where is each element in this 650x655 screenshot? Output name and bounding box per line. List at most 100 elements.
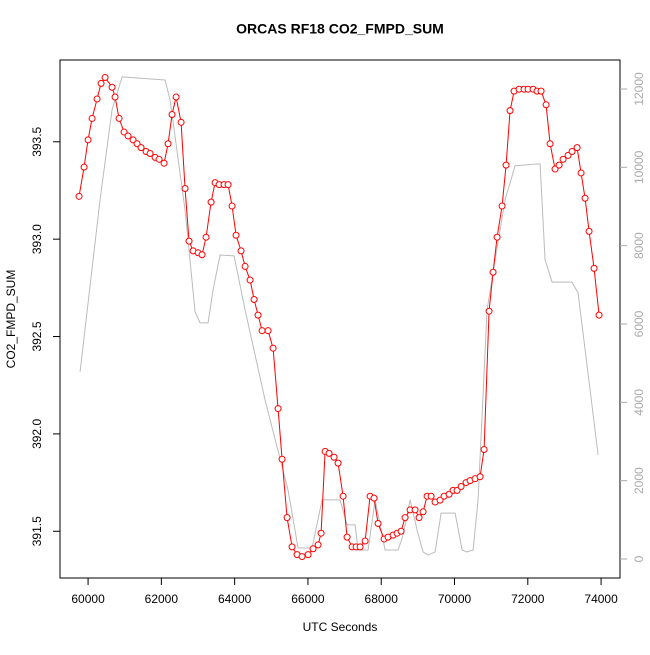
y2-tick-label: 10000 — [632, 150, 646, 184]
point — [317, 529, 325, 537]
point — [202, 233, 210, 241]
point — [370, 494, 378, 502]
point — [493, 233, 501, 241]
point — [274, 405, 282, 413]
x-tick-label: 70000 — [438, 592, 472, 606]
point — [168, 111, 176, 119]
point — [101, 74, 109, 82]
y2-tick-label: 12000 — [632, 72, 646, 106]
point — [498, 202, 506, 210]
point — [185, 237, 193, 245]
point — [237, 247, 245, 255]
point — [330, 453, 338, 461]
point — [577, 169, 585, 177]
point — [489, 268, 497, 276]
point — [314, 541, 322, 549]
point — [361, 537, 369, 545]
point — [568, 148, 576, 156]
y2-tick-label: 0 — [632, 555, 646, 562]
point — [108, 83, 116, 91]
chart-title: ORCAS RF18 CO2_FMPD_SUM — [236, 21, 444, 37]
point — [146, 149, 154, 157]
point — [397, 527, 405, 535]
point — [427, 492, 435, 500]
point — [288, 543, 296, 551]
y2-tick-label: 2000 — [632, 467, 646, 494]
point — [502, 161, 510, 169]
point — [419, 508, 427, 516]
point — [555, 161, 563, 169]
point — [339, 492, 347, 500]
x-tick-label: 66000 — [291, 592, 325, 606]
point — [172, 93, 180, 101]
point — [181, 185, 189, 193]
point — [137, 144, 145, 152]
point — [155, 155, 163, 163]
point — [124, 132, 132, 140]
x-tick-label: 62000 — [145, 592, 179, 606]
point — [573, 144, 581, 152]
point — [283, 514, 291, 522]
x-tick-label: 60000 — [71, 592, 105, 606]
point — [401, 514, 409, 522]
point — [111, 93, 119, 101]
point — [546, 140, 554, 148]
point — [115, 114, 123, 122]
y-tick-label: 391.5 — [30, 516, 44, 546]
point — [590, 264, 598, 272]
x-tick-label: 72000 — [511, 592, 545, 606]
point — [304, 551, 312, 559]
series-line — [78, 76, 600, 558]
point — [585, 227, 593, 235]
point — [476, 473, 484, 481]
y2-tick-label: 4000 — [632, 389, 646, 416]
point — [264, 327, 272, 335]
point — [254, 311, 262, 319]
y2-tick-label: 6000 — [632, 310, 646, 337]
point — [411, 506, 419, 514]
x-axis-label: UTC Seconds — [303, 620, 378, 634]
point — [88, 114, 96, 122]
point — [177, 118, 185, 126]
x-tick-label: 64000 — [218, 592, 252, 606]
point — [298, 553, 306, 561]
point — [250, 296, 258, 304]
point — [80, 163, 88, 171]
point — [207, 198, 215, 206]
point — [334, 459, 342, 467]
point — [278, 455, 286, 463]
y-tick-label: 393.5 — [30, 126, 44, 156]
y2-tick-label: 8000 — [632, 232, 646, 259]
point — [374, 519, 382, 527]
point — [75, 192, 83, 200]
point — [258, 327, 266, 335]
y-tick-label: 393.0 — [30, 224, 44, 254]
point — [97, 79, 105, 87]
point — [595, 311, 603, 319]
x-tick-label: 74000 — [584, 592, 618, 606]
point — [246, 276, 254, 284]
point — [198, 251, 206, 259]
point — [241, 262, 249, 270]
y-tick-label: 392.0 — [30, 419, 44, 449]
point — [485, 307, 493, 315]
point — [343, 533, 351, 541]
point — [537, 87, 545, 95]
point — [228, 202, 236, 210]
point — [559, 155, 567, 163]
point — [325, 449, 333, 457]
point — [84, 136, 92, 144]
point — [480, 445, 488, 453]
point — [457, 482, 465, 490]
x-tick-label: 68000 — [365, 592, 399, 606]
point — [542, 101, 550, 109]
y-axis-label: CO2_FMPD_SUM — [4, 270, 18, 369]
point — [581, 194, 589, 202]
point — [232, 231, 240, 239]
point — [309, 545, 317, 553]
point — [506, 107, 514, 115]
point — [356, 543, 364, 551]
series-line — [79, 76, 599, 556]
point — [164, 140, 172, 148]
